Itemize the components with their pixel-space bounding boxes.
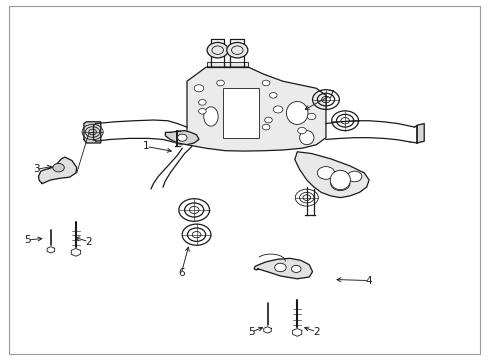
Circle shape: [177, 134, 186, 141]
Circle shape: [262, 80, 269, 86]
Text: 5: 5: [248, 327, 254, 337]
Polygon shape: [207, 62, 248, 67]
Ellipse shape: [299, 131, 313, 145]
Circle shape: [216, 80, 224, 86]
Text: 4: 4: [365, 275, 372, 285]
Circle shape: [291, 265, 301, 273]
Text: 1: 1: [142, 141, 149, 152]
Circle shape: [264, 117, 272, 123]
Polygon shape: [254, 258, 312, 279]
Circle shape: [226, 42, 247, 58]
Text: 7: 7: [327, 90, 333, 100]
Circle shape: [198, 100, 206, 105]
Circle shape: [53, 163, 64, 172]
Circle shape: [306, 113, 315, 120]
Circle shape: [269, 93, 277, 98]
Circle shape: [347, 171, 361, 182]
Circle shape: [198, 108, 206, 114]
Text: 2: 2: [312, 327, 319, 337]
Polygon shape: [165, 131, 199, 145]
Circle shape: [317, 167, 334, 179]
Text: 3: 3: [33, 165, 39, 174]
Circle shape: [330, 176, 349, 190]
Polygon shape: [223, 88, 258, 138]
Text: 5: 5: [24, 235, 31, 245]
Ellipse shape: [203, 107, 218, 126]
Polygon shape: [294, 152, 368, 198]
Polygon shape: [39, 157, 77, 184]
Polygon shape: [186, 67, 325, 151]
Ellipse shape: [329, 170, 350, 190]
Circle shape: [207, 42, 228, 58]
Polygon shape: [416, 123, 424, 143]
Circle shape: [297, 127, 305, 134]
Circle shape: [274, 263, 285, 272]
Text: 2: 2: [85, 237, 92, 247]
Text: 6: 6: [178, 269, 184, 279]
Ellipse shape: [286, 102, 307, 125]
Circle shape: [194, 85, 203, 92]
Polygon shape: [84, 122, 101, 143]
Circle shape: [273, 106, 282, 113]
Circle shape: [262, 124, 269, 130]
